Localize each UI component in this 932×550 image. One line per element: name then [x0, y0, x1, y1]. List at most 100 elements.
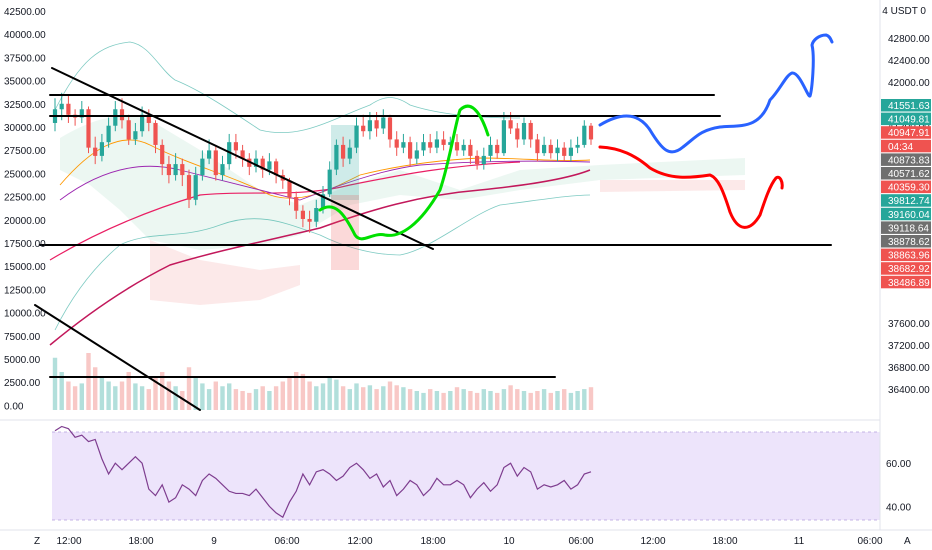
price-tag-box	[881, 207, 931, 221]
candle	[542, 136, 547, 156]
volume-bar	[139, 386, 145, 410]
candle	[454, 133, 460, 156]
projection-green[interactable]	[318, 104, 490, 241]
volume-bar	[300, 373, 306, 410]
volume-bar	[575, 391, 580, 410]
price-tag-box	[881, 99, 931, 112]
volume-bar	[133, 383, 138, 410]
candle	[153, 120, 158, 154]
candle	[79, 101, 84, 123]
time-axis-tick: 18:00	[420, 536, 445, 547]
candle-body	[140, 114, 145, 132]
candle-body	[233, 142, 238, 151]
currency-label: 4 USDT 0	[882, 6, 926, 17]
candle-body	[562, 147, 567, 156]
candle-body	[79, 109, 84, 118]
right-axis-tick: 42000.00	[888, 78, 930, 89]
candle	[521, 117, 527, 145]
price-tag: 40947.91	[881, 126, 931, 139]
trendline-descending-upper[interactable]	[51, 67, 434, 250]
price-tag: 41049.81	[881, 112, 931, 126]
candle-body	[501, 120, 506, 154]
candle-body	[146, 114, 151, 123]
price-tag-label: 40359.30	[888, 183, 930, 194]
left-axis-tick: 12500.00	[4, 285, 46, 296]
candle-body	[260, 158, 265, 170]
volume-bar	[434, 391, 440, 410]
volume-bar	[541, 389, 547, 410]
volume-bar	[448, 391, 453, 410]
auto-scale-button[interactable]: A	[904, 536, 911, 547]
volume-bar	[307, 381, 312, 410]
candle-body	[294, 197, 299, 211]
candle-body	[341, 144, 346, 159]
volume-bar	[233, 389, 239, 410]
candle-body	[307, 218, 312, 222]
candle	[341, 136, 346, 167]
right-axis-tick: 42400.00	[888, 56, 930, 67]
price-tag-box	[881, 235, 931, 248]
candle-body	[367, 120, 372, 132]
left-axis-tick: 32500.00	[4, 100, 46, 111]
candle-body	[300, 210, 305, 219]
candle	[588, 122, 594, 145]
price-tag-box	[881, 275, 931, 289]
right-axis-tick: 42800.00	[888, 34, 930, 45]
projection-blue[interactable]	[598, 33, 834, 154]
price-tag: 04:34	[881, 139, 931, 153]
volume-bar	[206, 389, 212, 410]
candle	[347, 139, 352, 165]
candle-body	[213, 150, 218, 176]
price-tag-label: 40873.83	[888, 155, 930, 166]
right-axis-tick: 36400.00	[888, 385, 930, 396]
time-axis-tick: 06:00	[274, 536, 299, 547]
candle-body	[468, 144, 473, 156]
rsi-line	[54, 425, 592, 519]
price-tag-label: 40571.62	[888, 169, 930, 180]
projection-red[interactable]	[598, 145, 784, 229]
drawings[interactable]	[34, 33, 834, 411]
volume-bar	[568, 392, 574, 410]
candle-body	[200, 158, 205, 176]
volume-bar	[86, 353, 91, 410]
candle-body	[207, 150, 212, 159]
trendline-descending-lower[interactable]	[34, 304, 201, 411]
left-axis-tick: 27500.00	[4, 146, 46, 157]
volume-bar	[72, 386, 78, 410]
timezone-button[interactable]: Z	[34, 536, 40, 547]
candle	[354, 117, 359, 154]
candle	[481, 147, 486, 170]
volume-bar	[79, 383, 84, 410]
left-axis-tick: 35000.00	[4, 77, 46, 88]
candle-body	[381, 117, 386, 129]
ichimoku-cloud-red	[150, 180, 745, 305]
left-axis-tick: 37500.00	[4, 53, 46, 64]
volume-bar	[247, 392, 252, 410]
candle-body	[119, 109, 125, 121]
volume-bar	[273, 386, 279, 410]
candle	[515, 122, 520, 148]
volume-bar	[59, 372, 64, 410]
candle-body	[327, 169, 332, 195]
volume-bar	[562, 389, 567, 410]
volume-bar	[474, 392, 480, 410]
candle-body	[153, 122, 158, 145]
candle	[468, 139, 473, 165]
volume-bar	[93, 367, 98, 410]
candle	[106, 117, 111, 148]
left-axis-tick: 42500.00	[4, 7, 46, 18]
volume-bar	[481, 389, 486, 410]
time-axis-tick: 12:00	[640, 536, 665, 547]
candle-body	[253, 158, 259, 167]
candle	[461, 139, 466, 156]
candle-body	[93, 147, 98, 156]
volume-bar	[66, 381, 71, 410]
candle-body	[521, 122, 527, 140]
candle-body	[508, 120, 513, 129]
candle	[186, 169, 192, 208]
volume-bar	[267, 391, 272, 410]
candle-body	[401, 142, 406, 148]
candle	[495, 139, 500, 159]
volume-bar	[428, 389, 433, 410]
